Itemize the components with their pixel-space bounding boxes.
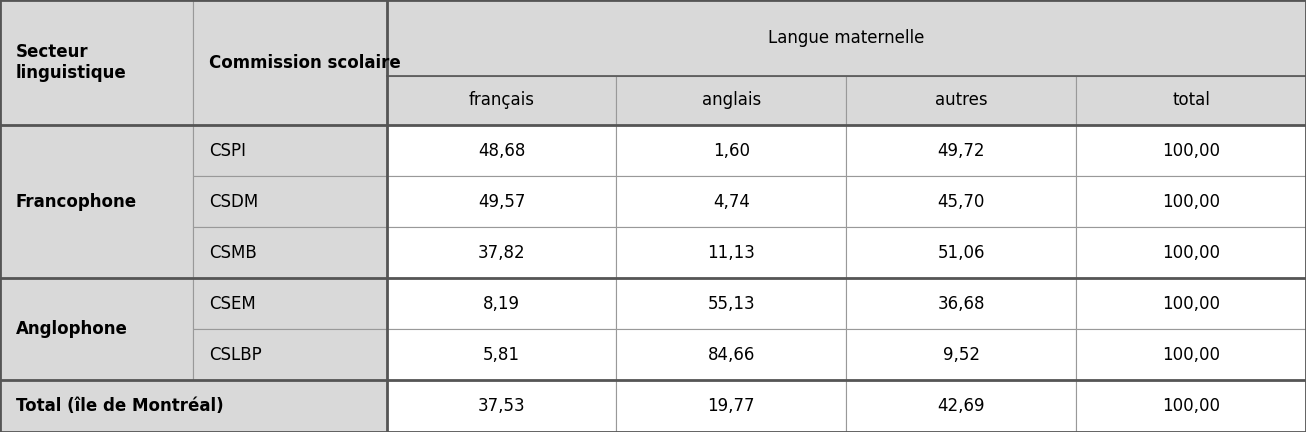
Bar xyxy=(846,380,1076,432)
Text: 5,81: 5,81 xyxy=(483,346,520,364)
Bar xyxy=(193,0,387,125)
Bar xyxy=(387,176,616,227)
Text: 1,60: 1,60 xyxy=(713,142,750,160)
Bar xyxy=(1076,76,1306,125)
Bar xyxy=(616,380,846,432)
Bar xyxy=(1076,176,1306,227)
Text: 4,74: 4,74 xyxy=(713,193,750,211)
Text: 100,00: 100,00 xyxy=(1162,346,1220,364)
Bar xyxy=(1076,380,1306,432)
Bar xyxy=(0,0,193,125)
Bar xyxy=(387,76,616,125)
Text: 51,06: 51,06 xyxy=(938,244,985,262)
Bar xyxy=(193,176,387,227)
Bar xyxy=(193,329,387,380)
Text: Anglophone: Anglophone xyxy=(16,320,128,338)
Text: CSEM: CSEM xyxy=(209,295,256,313)
Bar xyxy=(846,278,1076,329)
Text: 11,13: 11,13 xyxy=(708,244,755,262)
Text: Langue maternelle: Langue maternelle xyxy=(768,29,925,47)
Text: 100,00: 100,00 xyxy=(1162,397,1220,415)
Bar xyxy=(387,278,616,329)
Text: total: total xyxy=(1171,92,1211,109)
Bar xyxy=(846,329,1076,380)
Text: 36,68: 36,68 xyxy=(938,295,985,313)
Text: 84,66: 84,66 xyxy=(708,346,755,364)
Bar xyxy=(387,329,616,380)
Bar xyxy=(0,125,193,278)
Bar xyxy=(1076,125,1306,176)
Text: CSLBP: CSLBP xyxy=(209,346,261,364)
Text: français: français xyxy=(469,92,534,109)
Text: Commission scolaire: Commission scolaire xyxy=(209,54,401,72)
Text: Secteur
linguistique: Secteur linguistique xyxy=(16,43,127,82)
Bar xyxy=(846,76,1076,125)
Text: anglais: anglais xyxy=(701,92,761,109)
Text: 45,70: 45,70 xyxy=(938,193,985,211)
Text: 9,52: 9,52 xyxy=(943,346,980,364)
Text: Francophone: Francophone xyxy=(16,193,137,211)
Bar xyxy=(193,227,387,278)
Bar xyxy=(387,0,1306,76)
Text: 42,69: 42,69 xyxy=(938,397,985,415)
Bar xyxy=(0,380,387,432)
Text: autres: autres xyxy=(935,92,987,109)
Text: 49,57: 49,57 xyxy=(478,193,525,211)
Text: 8,19: 8,19 xyxy=(483,295,520,313)
Text: 100,00: 100,00 xyxy=(1162,142,1220,160)
Text: 37,53: 37,53 xyxy=(478,397,525,415)
Text: 37,82: 37,82 xyxy=(478,244,525,262)
Bar xyxy=(616,278,846,329)
Text: CSDM: CSDM xyxy=(209,193,259,211)
Text: 55,13: 55,13 xyxy=(708,295,755,313)
Bar xyxy=(846,125,1076,176)
Bar xyxy=(193,125,387,176)
Text: CSMB: CSMB xyxy=(209,244,257,262)
Text: 48,68: 48,68 xyxy=(478,142,525,160)
Text: 19,77: 19,77 xyxy=(708,397,755,415)
Bar xyxy=(387,380,616,432)
Bar xyxy=(616,76,846,125)
Bar xyxy=(387,125,616,176)
Text: 100,00: 100,00 xyxy=(1162,193,1220,211)
Bar xyxy=(0,278,193,380)
Text: 100,00: 100,00 xyxy=(1162,244,1220,262)
Bar xyxy=(1076,227,1306,278)
Bar xyxy=(1076,329,1306,380)
Bar xyxy=(1076,278,1306,329)
Bar xyxy=(616,176,846,227)
Bar xyxy=(616,329,846,380)
Bar xyxy=(193,278,387,329)
Text: CSPI: CSPI xyxy=(209,142,246,160)
Bar xyxy=(846,227,1076,278)
Bar xyxy=(616,227,846,278)
Bar xyxy=(616,125,846,176)
Bar xyxy=(387,227,616,278)
Text: 49,72: 49,72 xyxy=(938,142,985,160)
Text: 100,00: 100,00 xyxy=(1162,295,1220,313)
Bar xyxy=(846,176,1076,227)
Text: Total (île de Montréal): Total (île de Montréal) xyxy=(16,397,223,415)
